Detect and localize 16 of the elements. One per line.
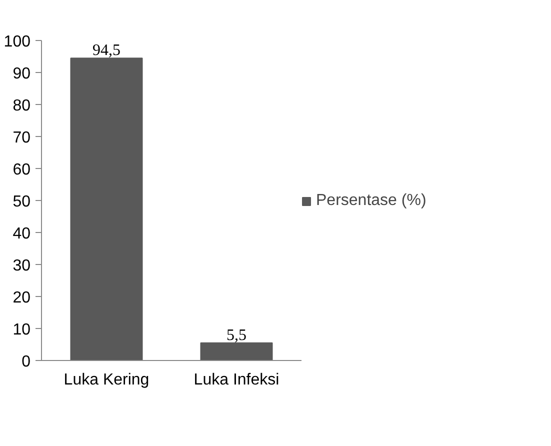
y-tick-label: 30 [12,258,31,274]
y-tick-label: 40 [12,226,31,242]
legend-label: Persentase (%) [316,192,426,210]
y-tick-label: 20 [12,290,31,306]
y-tick-label: 70 [12,130,31,146]
y-tick-label: 10 [12,322,31,338]
x-tick-label: Luka Infeksi [194,372,280,388]
y-tick-label: 90 [12,66,31,82]
y-tick-label: 80 [12,98,31,114]
y-tick-label: 50 [12,194,31,210]
x-tick-label: Luka Kering [64,372,150,388]
data-label: 94,5 [92,42,120,60]
y-tick-label: 60 [12,162,31,178]
y-tick-label: 100 [4,34,31,50]
data-label: 5,5 [226,326,246,344]
y-tick-label: 0 [22,354,31,370]
